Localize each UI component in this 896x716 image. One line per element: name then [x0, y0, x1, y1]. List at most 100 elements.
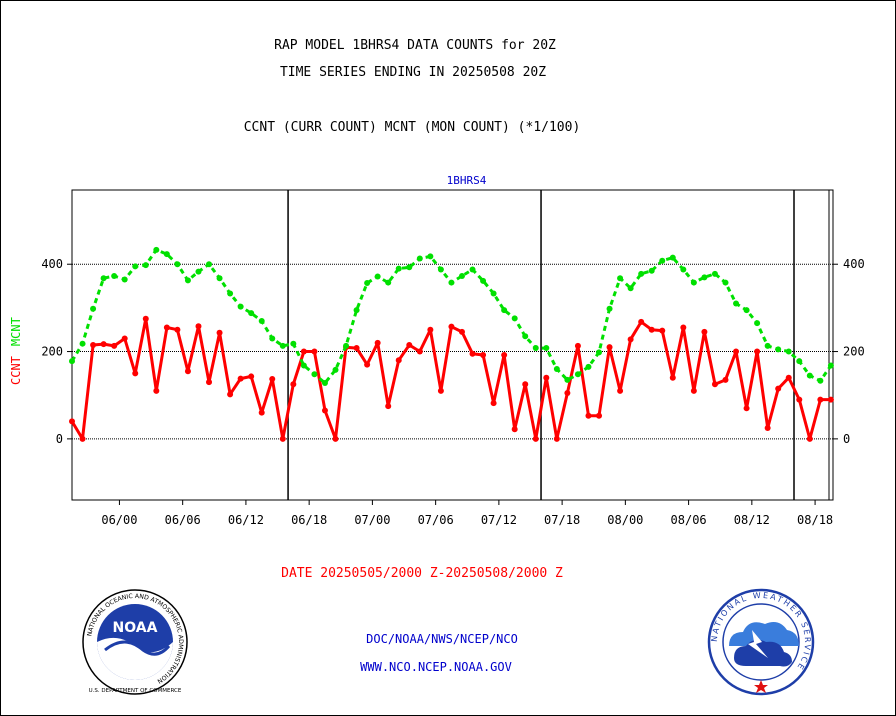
data-point-ccnt	[374, 339, 381, 346]
data-point-mcnt	[522, 333, 529, 340]
data-point-ccnt	[817, 396, 824, 403]
data-point-ccnt	[290, 381, 297, 388]
data-point-ccnt	[638, 318, 645, 325]
y-tick-label-left: 400	[41, 257, 63, 271]
data-point-mcnt	[764, 342, 771, 349]
data-point-ccnt	[111, 342, 118, 349]
x-tick-label: 07/00	[354, 513, 390, 527]
data-point-mcnt	[248, 310, 255, 317]
data-point-ccnt	[300, 348, 307, 355]
data-point-ccnt	[184, 368, 191, 375]
y-label-ccnt: CCNT	[9, 356, 23, 385]
data-point-ccnt	[796, 396, 803, 403]
data-point-mcnt	[163, 251, 170, 258]
data-point-mcnt	[596, 349, 603, 356]
data-point-ccnt	[174, 326, 181, 333]
data-point-mcnt	[69, 358, 75, 365]
data-point-mcnt	[427, 253, 434, 260]
x-tick-label: 06/06	[165, 513, 201, 527]
y-tick-label-left: 0	[56, 432, 63, 446]
data-point-mcnt	[132, 263, 139, 270]
data-point-mcnt	[543, 345, 550, 352]
data-point-ccnt	[711, 381, 718, 388]
data-point-ccnt	[659, 327, 666, 334]
data-point-mcnt	[680, 266, 687, 273]
x-tick-label: 07/06	[418, 513, 454, 527]
data-point-ccnt	[269, 376, 276, 383]
data-point-ccnt	[743, 405, 750, 412]
data-point-ccnt	[206, 379, 213, 386]
data-point-mcnt	[733, 300, 740, 307]
data-point-ccnt	[722, 376, 729, 383]
data-point-mcnt	[258, 317, 265, 324]
data-point-ccnt	[553, 435, 560, 442]
data-point-ccnt	[332, 435, 339, 442]
chart-title-line2: TIME SERIES ENDING IN 20250508 20Z	[279, 65, 547, 80]
data-point-mcnt	[564, 376, 571, 383]
data-point-ccnt	[585, 412, 592, 419]
data-point-mcnt	[796, 358, 803, 365]
data-point-mcnt	[311, 371, 318, 378]
data-point-mcnt	[448, 279, 455, 286]
data-point-ccnt	[427, 326, 434, 333]
data-point-ccnt	[574, 342, 581, 349]
data-point-ccnt	[458, 328, 465, 335]
noaa-wordmark: NOAA	[113, 620, 158, 636]
data-point-mcnt	[775, 346, 782, 353]
data-point-mcnt	[480, 277, 487, 284]
data-point-mcnt	[121, 276, 128, 283]
data-point-ccnt	[501, 352, 508, 359]
data-point-ccnt	[311, 348, 318, 355]
data-point-mcnt	[785, 348, 792, 355]
website-link[interactable]: WWW.NCO.NCEP.NOAA.GOV	[360, 660, 512, 674]
data-point-ccnt	[764, 424, 771, 431]
data-point-ccnt	[279, 435, 286, 442]
data-point-mcnt	[153, 246, 160, 253]
data-point-ccnt	[195, 323, 202, 330]
data-point-ccnt	[669, 374, 676, 381]
data-point-mcnt	[458, 273, 465, 280]
x-tick-label: 08/18	[797, 513, 833, 527]
data-point-ccnt	[511, 426, 518, 433]
data-point-ccnt	[480, 352, 487, 359]
data-point-ccnt	[437, 387, 444, 394]
data-point-mcnt	[627, 285, 634, 292]
data-point-ccnt	[543, 374, 550, 381]
noaa-logo: NOAA NATIONAL OCEANIC AND ATMOSPHERIC AD…	[82, 589, 188, 695]
data-point-ccnt	[237, 375, 244, 382]
data-point-mcnt	[290, 340, 297, 347]
x-tick-label: 08/12	[734, 513, 770, 527]
data-point-mcnt	[353, 307, 360, 314]
chart-title-line1: RAP MODEL 1BHRS4 DATA COUNTS for 20Z	[274, 38, 556, 53]
data-point-ccnt	[532, 435, 539, 442]
data-point-ccnt	[227, 391, 234, 398]
y-tick-label-right: 200	[843, 345, 865, 359]
data-point-ccnt	[79, 435, 86, 442]
data-point-mcnt	[606, 305, 613, 312]
x-tick-label: 06/12	[228, 513, 264, 527]
data-point-mcnt	[511, 315, 518, 322]
data-point-ccnt	[680, 324, 687, 331]
data-point-mcnt	[827, 362, 834, 369]
data-point-ccnt	[690, 387, 697, 394]
data-point-ccnt	[806, 435, 813, 442]
x-tick-label: 06/18	[291, 513, 327, 527]
data-point-mcnt	[332, 366, 339, 373]
data-point-mcnt	[300, 362, 307, 369]
data-point-ccnt	[258, 409, 265, 416]
data-point-ccnt	[564, 390, 571, 397]
data-point-mcnt	[585, 363, 592, 370]
data-point-mcnt	[395, 265, 402, 272]
data-point-ccnt	[448, 323, 455, 330]
data-point-ccnt	[321, 407, 328, 414]
data-point-mcnt	[532, 345, 539, 352]
data-point-mcnt	[227, 290, 234, 297]
data-point-mcnt	[553, 366, 560, 373]
data-point-mcnt	[806, 372, 813, 379]
data-point-mcnt	[416, 255, 423, 262]
data-point-mcnt	[174, 261, 181, 268]
data-point-mcnt	[385, 279, 392, 286]
data-point-ccnt	[490, 400, 497, 407]
data-point-ccnt	[385, 403, 392, 410]
data-point-mcnt	[754, 320, 761, 327]
